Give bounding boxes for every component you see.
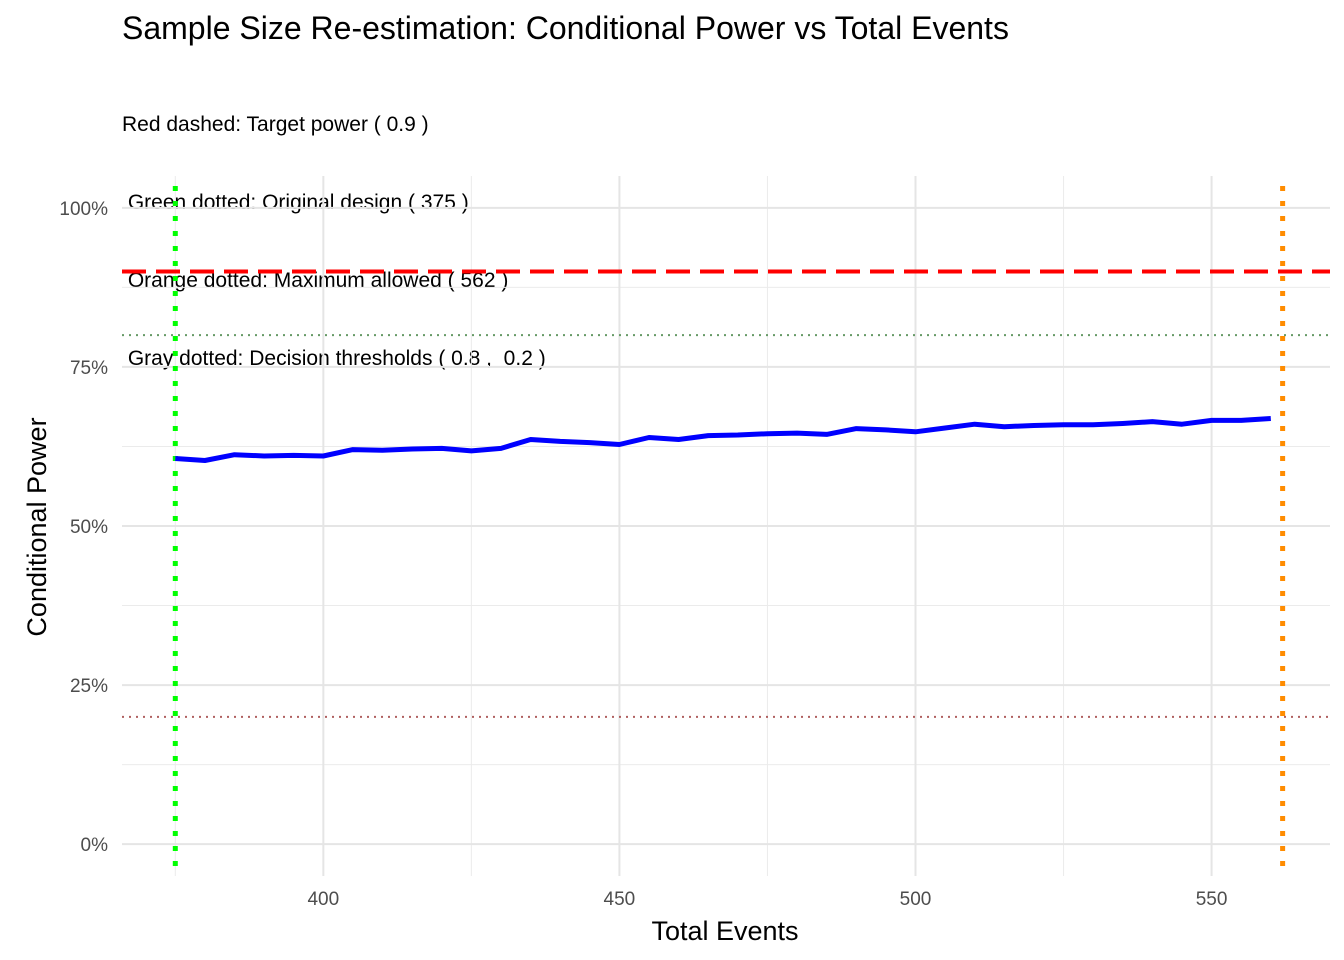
subtitle-line-maximum-allowed: Orange dotted: Maximum allowed ( 562 ) <box>122 269 509 292</box>
y-axis-title: Conditional Power <box>22 417 52 636</box>
y-tick-label: 50% <box>70 517 108 538</box>
subtitle-line-decision-thresholds: Gray dotted: Decision thresholds ( 0.8 ,… <box>122 347 546 370</box>
subtitle-line-target-power: Red dashed: Target power ( 0.9 ) <box>122 113 429 136</box>
x-tick-label: 450 <box>604 889 636 910</box>
grid-lines <box>122 176 1330 876</box>
y-tick-label: 100% <box>59 199 108 220</box>
y-tick-label: 25% <box>70 676 108 697</box>
y-tick-label: 75% <box>70 358 108 379</box>
y-tick-label: 0% <box>81 835 109 856</box>
x-tick-label: 500 <box>900 889 932 910</box>
reference-lines <box>122 186 1330 876</box>
x-tick-label: 400 <box>307 889 339 910</box>
x-axis-title: Total Events <box>651 916 798 946</box>
series-line-0 <box>175 416 1271 463</box>
x-tick-label: 550 <box>1196 889 1228 910</box>
tick-labels: 400 450 500 550 0% 25% 50% 75% 100% <box>59 199 1227 910</box>
series-layer <box>175 416 1271 463</box>
chart-title: Sample Size Re-estimation: Conditional P… <box>122 10 1009 46</box>
